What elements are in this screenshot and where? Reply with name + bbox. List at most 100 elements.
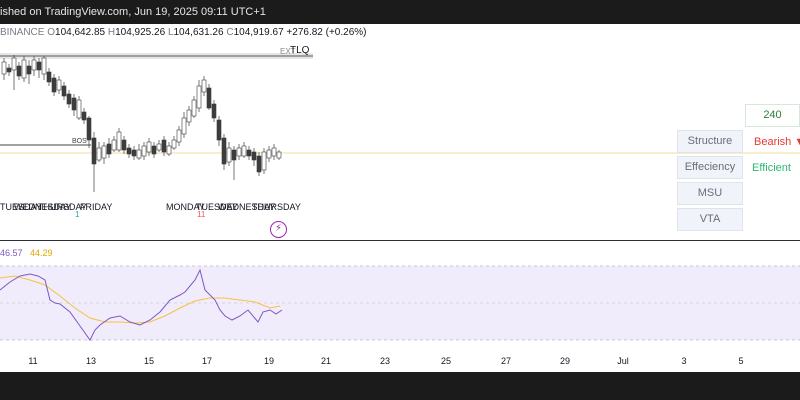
rsi-ma-line [0,275,281,324]
green-marker: 1 [75,210,80,219]
candle-body [266,149,272,159]
x-tick-label: 21 [321,356,331,366]
candle-body [246,149,252,157]
high-label: H [107,27,116,38]
x-tick-label: 27 [501,356,511,366]
candle-body [61,85,67,97]
candles-group [1,55,282,192]
candle-body [131,149,137,157]
price-chart[interactable]: EXT TLQ BOS TUESDAY WEDNESDAY THURSDAY FRID… [0,24,800,240]
ext-label: EXT [280,47,296,56]
day-label: TUESDAY [196,202,238,212]
day-label: FRIDAY [80,202,112,212]
timeframe-value: 240 [745,104,800,127]
close-value: 104,919.67 [233,27,284,38]
candle-body [111,139,117,151]
candle-body [151,145,157,155]
candle-body [216,119,222,141]
structure-box: Structure [677,130,743,153]
time-axis[interactable]: 11 13 15 17 19 21 23 25 27 29 Jul 3 5 [0,350,800,372]
rsi-value-1: 46.57 [0,248,23,258]
candle-body [41,57,47,75]
candle-body [276,151,282,159]
close-label: C [226,27,234,38]
candle-body [81,111,87,121]
structure-status: Bearish ▼ [754,136,800,148]
change-value: +276.82 (+0.26%) [286,27,367,38]
candle-body [221,137,227,165]
candle-body [226,147,232,163]
pane-divider[interactable] [0,240,800,241]
candle-body [206,87,212,109]
x-tick-label: 3 [681,356,686,366]
rsi-pane[interactable]: 46.57 44.29 [0,241,800,350]
candle-body [31,59,37,71]
day-label: TUESDAY [0,202,42,212]
x-tick-label: 23 [380,356,390,366]
candle-body [21,59,27,79]
price-chart-svg: EXT TLQ BOS TUESDAYWEDNESDAYTHURSDAYFRID… [0,45,800,219]
candle-body [236,147,242,157]
candle-body [51,77,57,93]
candle-body [201,79,207,93]
high-value: 104,925.26 [115,27,166,38]
candle-body [141,145,147,157]
rsi-value-2: 44.29 [30,248,53,258]
rsi-svg: 46.57 44.29 [0,248,800,341]
candle-body [56,79,62,91]
candle-body [171,139,177,149]
candle-body [91,137,97,165]
tlq-label: TLQ [290,45,310,56]
candle-body [136,149,142,159]
candle-body [181,117,187,135]
candle-body [76,99,82,119]
vta-box: VTA [677,208,743,231]
x-ticks: 11 13 15 17 19 21 23 25 27 29 Jul 3 5 [28,356,743,366]
candle-body [46,71,52,83]
x-tick-label: 5 [738,356,743,366]
candle-body [86,117,92,141]
bottom-bar [0,372,800,400]
flash-icon[interactable]: ⚡ [270,221,287,238]
candle-body [161,139,167,153]
candle-body [71,97,77,111]
x-tick-label: 29 [560,356,570,366]
day-label: WEDNESDAY [14,202,71,212]
x-tick-label: 11 [28,356,37,366]
candle-body [126,147,132,155]
candle-body [261,151,267,171]
ohlc-legend: BINANCE O104,642.85 H104,925.26 L104,631… [0,27,366,38]
candle-body [241,145,247,157]
candle-body [16,65,22,77]
candle-body [121,139,127,151]
candle-body [96,147,102,161]
candle-body [116,131,122,151]
candle-body [256,155,262,173]
day-label: THURSDAY [252,202,301,212]
candle-body [36,61,42,71]
red-marker: 11 [197,210,206,219]
candle-body [106,143,112,155]
candle-body [271,147,277,157]
candle-body [186,109,192,123]
candle-body [191,99,197,117]
candle-body [101,145,107,159]
efficiency-status: Efficient [752,162,791,174]
x-tick-label: 25 [441,356,451,366]
candle-body [176,129,182,143]
x-tick-label: 19 [264,356,274,366]
msu-box: MSU [677,182,743,205]
day-label: MONDAY [166,202,205,212]
publish-text: ished on TradingView.com, Jun 19, 2025 0… [0,6,266,18]
x-tick-label: 13 [86,356,96,366]
time-axis-svg: 11 13 15 17 19 21 23 25 27 29 Jul 3 5 [28,356,743,366]
candle-body [166,145,172,155]
bos-label: BOS [72,138,87,145]
low-value: 104,631.26 [173,27,224,38]
efficiency-box: Effeciency [677,156,743,179]
candle-body [6,67,12,73]
exchange-label: BINANCE [0,27,45,38]
x-tick-label: 15 [144,356,154,366]
rsi-line [0,268,283,341]
candle-body [26,65,32,75]
